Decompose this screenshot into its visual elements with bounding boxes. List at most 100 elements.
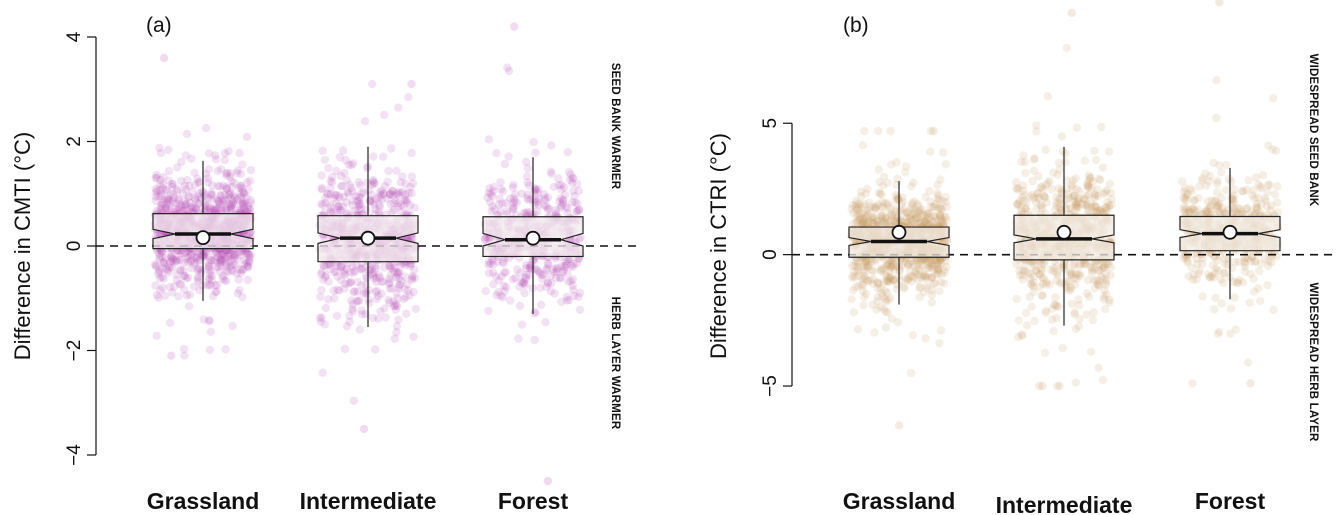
data-point (245, 228, 255, 238)
data-point (1074, 295, 1083, 304)
data-point (570, 291, 579, 301)
data-point (222, 266, 231, 276)
data-point (1246, 379, 1255, 388)
data-point (222, 171, 231, 180)
data-point (572, 207, 581, 216)
data-point (521, 280, 530, 290)
data-point (243, 206, 252, 215)
data-point (340, 279, 350, 288)
data-point (1264, 141, 1273, 150)
data-point (508, 204, 517, 214)
data-point (901, 162, 911, 171)
data-point (908, 200, 917, 210)
data-point (543, 205, 553, 214)
data-point (392, 302, 402, 311)
data-point (1072, 274, 1081, 283)
data-point (935, 338, 944, 348)
data-point (232, 269, 241, 278)
data-point (221, 196, 231, 205)
data-point (913, 275, 923, 284)
data-point (230, 250, 239, 259)
data-point (233, 166, 242, 175)
data-point (537, 271, 546, 280)
data-point (329, 194, 338, 203)
data-point (340, 284, 349, 293)
data-point (531, 185, 540, 194)
y-tick-label: −2 (64, 340, 85, 362)
data-point (871, 204, 880, 214)
data-point (316, 270, 326, 279)
data-point (392, 300, 401, 309)
data-point (356, 264, 365, 274)
data-point (362, 163, 372, 173)
data-point (543, 279, 553, 288)
data-point (230, 193, 239, 203)
data-point (888, 276, 897, 285)
data-point (533, 207, 542, 216)
data-point (155, 274, 165, 283)
data-point (921, 217, 930, 227)
data-point (880, 286, 890, 295)
data-point (859, 209, 869, 219)
data-point (1202, 181, 1211, 190)
data-point (399, 295, 408, 304)
data-point (321, 198, 330, 208)
data-point (1211, 293, 1220, 303)
data-point (1213, 201, 1222, 210)
data-point (927, 298, 936, 307)
data-point (863, 217, 873, 227)
data-point (883, 217, 893, 226)
data-point (326, 189, 336, 199)
data-point (938, 217, 947, 227)
data-point (181, 200, 190, 209)
data-point (194, 248, 203, 257)
data-point (151, 184, 160, 194)
data-point (194, 192, 203, 201)
data-point (237, 247, 246, 256)
data-point (210, 206, 220, 215)
data-point (236, 181, 246, 191)
data-point (486, 259, 495, 268)
data-point (893, 280, 902, 289)
y-tick-label: −5 (760, 375, 781, 397)
data-point (182, 291, 192, 300)
data-point (1019, 196, 1029, 205)
data-point (401, 293, 410, 302)
data-point (921, 334, 930, 343)
data-point (543, 476, 552, 486)
data-point (506, 296, 515, 305)
data-point (874, 220, 884, 229)
data-point (165, 197, 175, 206)
data-point (179, 259, 188, 268)
data-point (204, 264, 213, 274)
data-point (1084, 292, 1094, 301)
data-point (177, 176, 186, 186)
mean-marker (525, 230, 541, 246)
data-point (245, 251, 254, 261)
data-point (890, 275, 899, 284)
data-point (496, 291, 505, 301)
data-point (935, 219, 945, 228)
data-point (1030, 316, 1039, 326)
data-point (348, 299, 357, 309)
data-point (490, 205, 499, 214)
data-point (411, 304, 420, 314)
data-point (193, 174, 202, 183)
data-point (851, 282, 860, 292)
data-point (238, 160, 247, 169)
data-point (232, 254, 242, 263)
data-point (156, 203, 165, 213)
data-point (941, 160, 950, 169)
data-point (935, 210, 945, 219)
data-point (338, 181, 347, 191)
data-point (176, 266, 185, 276)
data-point (151, 188, 161, 197)
data-point (907, 182, 916, 191)
data-point (162, 186, 172, 195)
data-point (402, 198, 411, 207)
data-point (534, 267, 543, 276)
data-point (190, 252, 199, 261)
data-point (404, 286, 413, 295)
data-point (881, 323, 891, 332)
data-point (225, 249, 234, 258)
